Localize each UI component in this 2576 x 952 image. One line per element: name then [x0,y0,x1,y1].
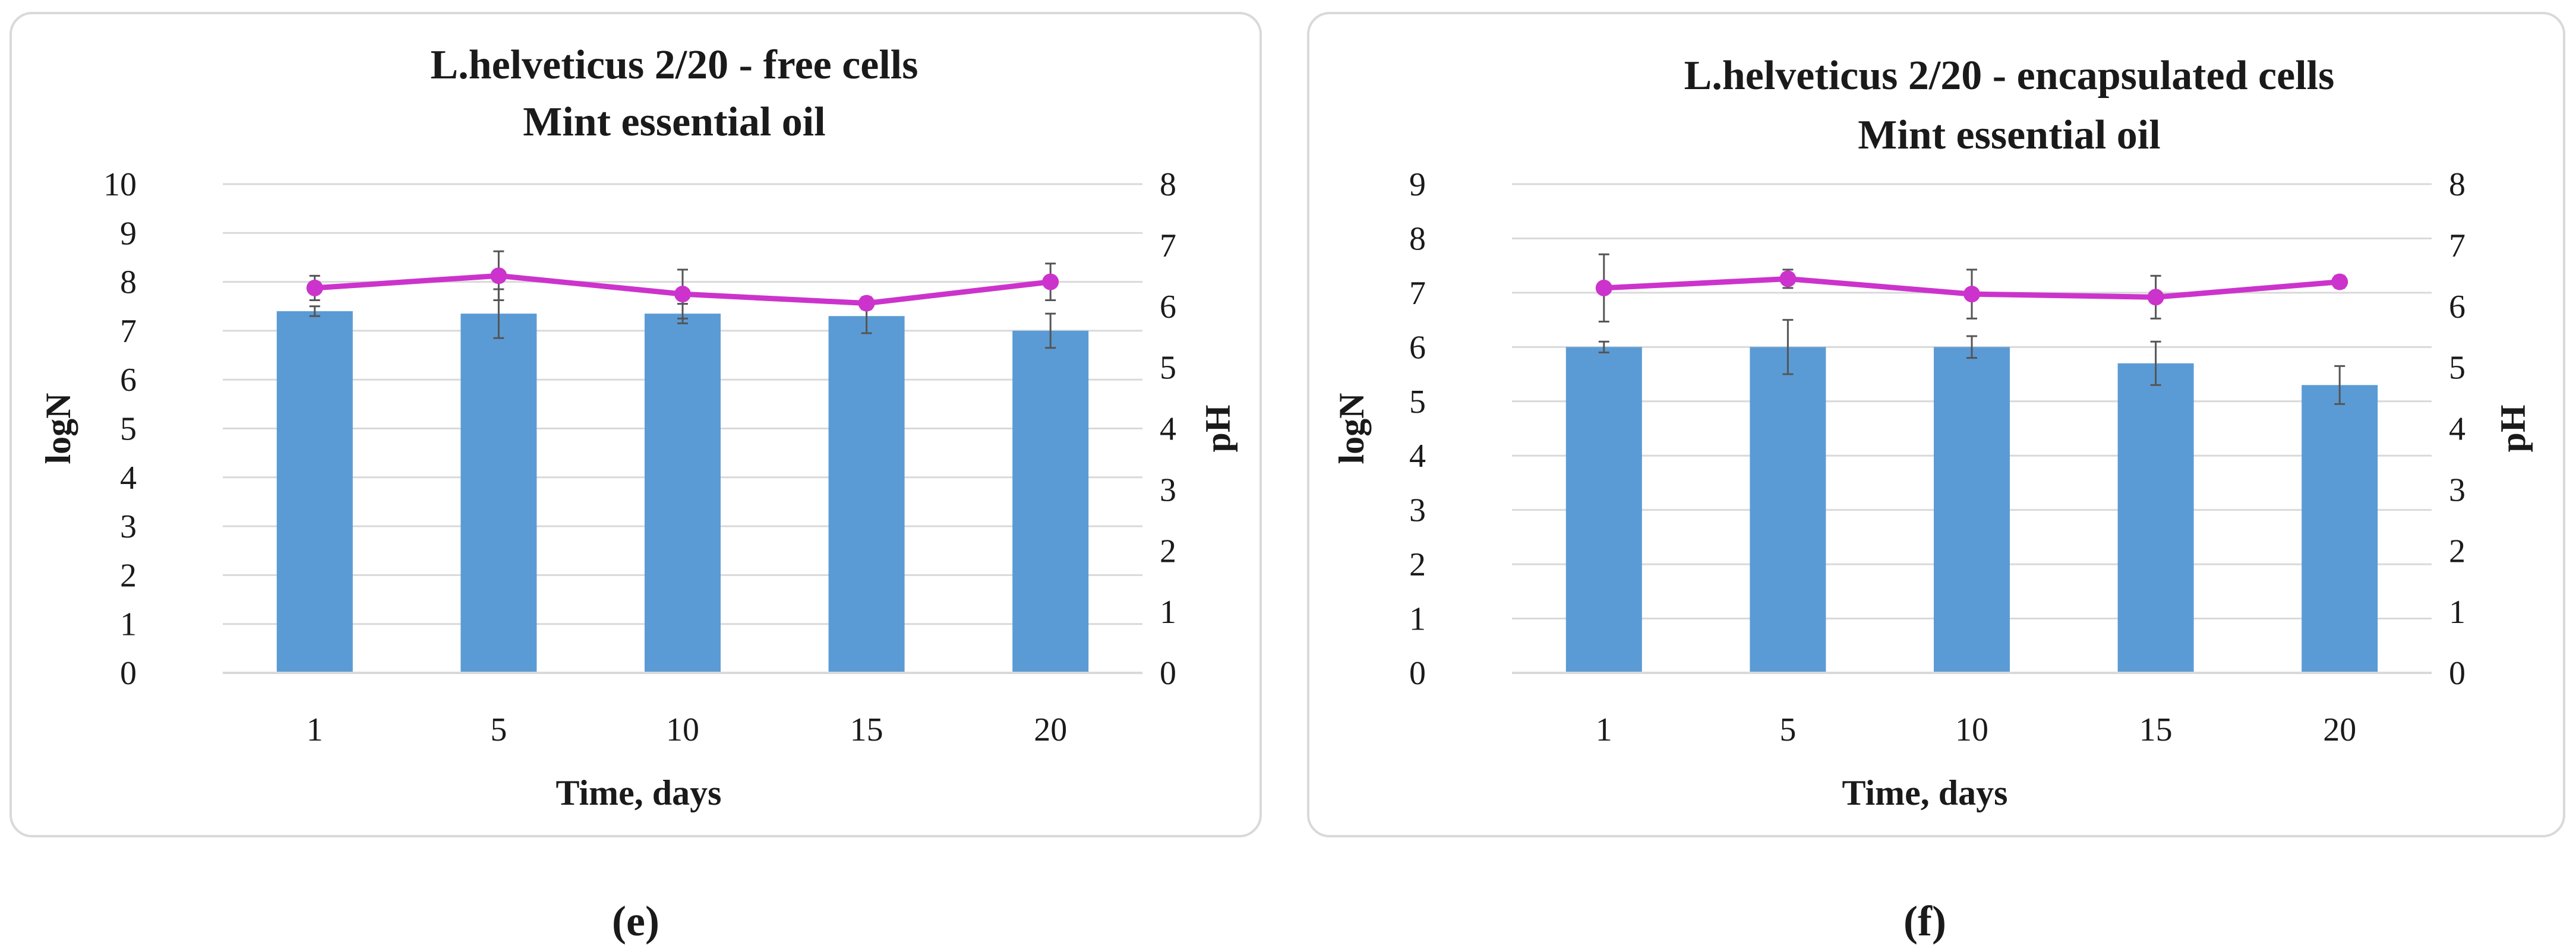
y-tick-right-label: 1 [1160,594,1176,631]
x-tick-label: 10 [1955,711,1988,748]
panel-label: (e) [612,897,659,945]
y-axis-right-title: pH [2493,404,2533,452]
y-tick-left-label: 6 [1409,329,1426,366]
bar [276,311,353,673]
y-axis-left-title: logN [39,393,78,464]
bar-error-bar [309,305,320,317]
bar [1750,347,1826,673]
chart-title: L.helveticus 2/20 - free cells [431,42,918,88]
bar [1934,347,2010,673]
bar [828,316,905,673]
y-tick-right-label: 4 [2449,411,2465,448]
y-tick-left-label: 2 [120,557,137,594]
y-tick-left-label: 8 [1409,220,1426,257]
y-tick-left-label: 7 [1409,275,1426,312]
bar-error-bar [1966,335,1977,359]
ph-point [2331,273,2348,290]
bar [645,314,721,673]
x-tick-label: 5 [490,711,507,748]
x-tick-label: 10 [666,711,699,748]
y-tick-left-label: 7 [120,313,137,350]
y-tick-right-label: 7 [1160,227,1176,264]
y-tick-left-label: 1 [1409,601,1426,638]
y-tick-right-label: 1 [2449,594,2465,631]
y-tick-left-label: 0 [1409,655,1426,692]
x-tick-label: 15 [2139,711,2173,748]
bar [2117,363,2194,673]
bar [460,314,537,673]
bar-error-bar [1045,312,1056,349]
y-tick-left-label: 3 [1409,492,1426,529]
y-axis-left-title: logN [1332,393,1371,464]
bar-error-bar [1598,340,1609,353]
y-tick-right-label: 3 [2449,472,2465,508]
bar [1565,347,1642,673]
y-tick-right-label: 7 [2449,227,2465,264]
x-tick-label: 5 [1779,711,1796,748]
ph-point [1042,273,1059,290]
y-tick-right-label: 2 [1160,533,1176,570]
x-axis-title: Time, days [1842,773,2008,812]
y-tick-right-label: 5 [2449,350,2465,387]
y-tick-right-label: 8 [2449,166,2465,203]
y-tick-right-label: 8 [1160,166,1176,203]
ph-point [490,267,507,284]
y-tick-left-label: 9 [1409,166,1426,203]
panel-label: (f) [1903,897,1946,945]
bar-error-bar [2334,365,2345,405]
bar-error-bar [2150,340,2161,386]
bar [2302,385,2378,673]
y-tick-right-label: 0 [2449,655,2465,692]
x-tick-label: 20 [2323,711,2356,748]
chart-title: L.helveticus 2/20 - encapsulated cells [1684,53,2335,99]
y-tick-left-label: 10 [103,166,137,203]
y-tick-left-label: 1 [120,606,137,643]
y-tick-right-label: 6 [1160,289,1176,325]
x-tick-label: 20 [1034,711,1067,748]
y-tick-left-label: 9 [120,215,137,252]
y-tick-left-label: 8 [120,264,137,301]
y-tick-right-label: 3 [1160,472,1176,508]
ph-point [1779,270,1797,287]
bar-error-bar [1782,319,1794,375]
y-tick-left-label: 6 [120,362,137,398]
ph-point [674,286,691,303]
ph-point [1963,286,1980,303]
y-tick-left-label: 5 [120,411,137,448]
ph-point [306,279,323,296]
chart-subtitle: Mint essential oil [1858,112,2160,158]
y-tick-right-label: 6 [2449,289,2465,325]
x-tick-label: 1 [307,711,323,748]
y-tick-right-label: 2 [2449,533,2465,570]
y-tick-left-label: 0 [120,655,137,692]
ph-point [1595,279,1612,296]
y-tick-left-label: 3 [120,508,137,545]
y-tick-left-label: 4 [1409,438,1426,475]
y-tick-right-label: 0 [1160,655,1176,692]
y-axis-right-title: pH [1198,404,1238,452]
x-tick-label: 15 [850,711,883,748]
y-tick-right-label: 5 [1160,350,1176,387]
bar [1012,330,1089,673]
y-tick-left-label: 5 [1409,384,1426,420]
x-tick-label: 1 [1596,711,1612,748]
ph-point [858,295,875,312]
x-axis-title: Time, days [556,773,722,812]
y-tick-left-label: 2 [1409,546,1426,583]
y-tick-left-label: 4 [120,460,137,496]
ph-point [2147,289,2164,306]
y-tick-right-label: 4 [1160,411,1176,448]
chart-subtitle: Mint essential oil [523,99,825,145]
